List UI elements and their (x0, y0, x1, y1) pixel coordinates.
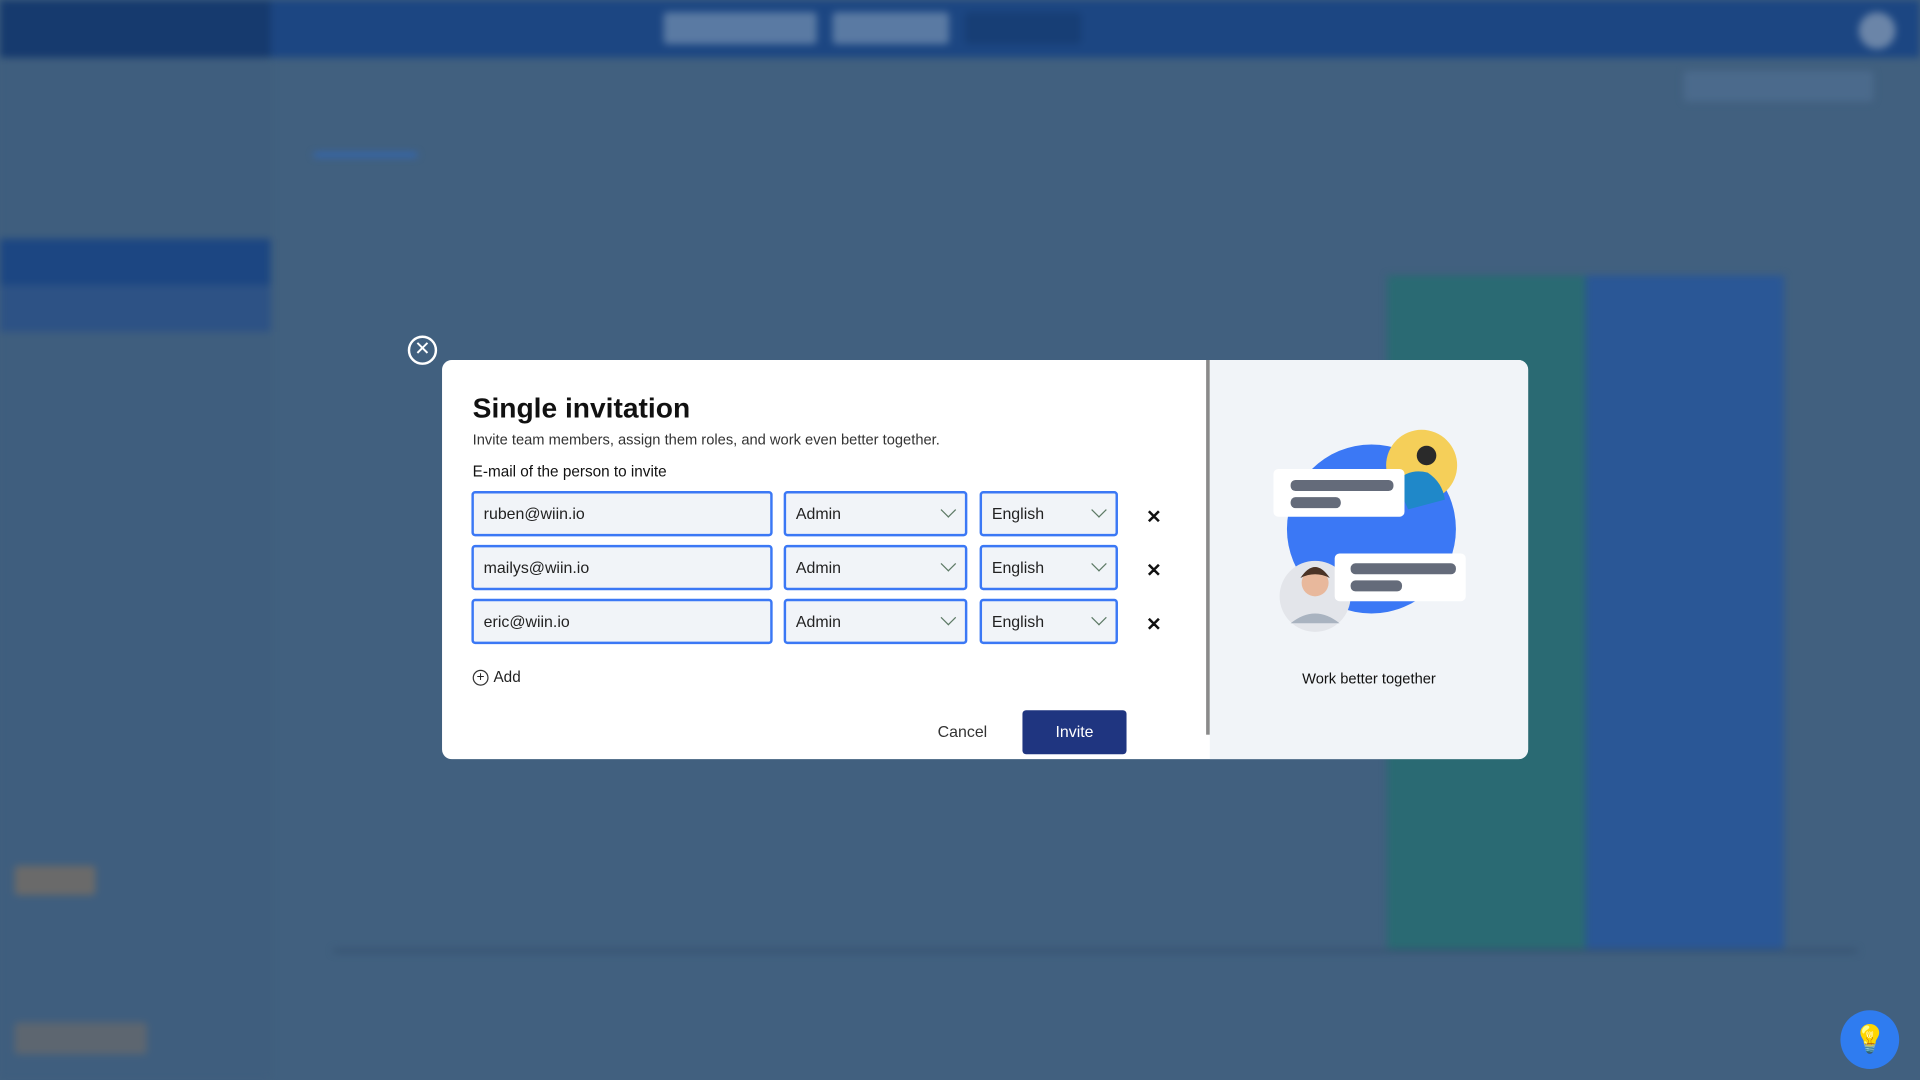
top-header (0, 0, 1920, 58)
team-illustration (1273, 429, 1466, 632)
chevron-down-icon (940, 556, 957, 572)
chat-line (1290, 480, 1394, 492)
modal-subtitle: Invite team members, assign them roles, … (472, 431, 940, 449)
plus-circle-icon: + (472, 669, 489, 686)
role-select[interactable]: Admin (783, 598, 968, 645)
header-button (663, 12, 817, 45)
language-value: English (991, 558, 1045, 577)
role-select[interactable]: Admin (783, 491, 968, 537)
chevron-down-icon (1091, 609, 1107, 626)
language-select[interactable]: English (979, 491, 1118, 537)
person-1-figure (1395, 471, 1445, 510)
chevron-down-icon (940, 609, 957, 626)
sidebar-button (14, 1022, 147, 1055)
sidebar-badge (14, 865, 96, 896)
language-value: English (991, 504, 1045, 523)
chat-bubble (1273, 468, 1405, 517)
person-2-shirt (1290, 613, 1340, 624)
chat-line (1350, 580, 1403, 592)
modal-scrollbar[interactable] (1206, 360, 1210, 735)
chat-bubble (1334, 553, 1466, 602)
help-lightbulb-button[interactable]: 💡 (1840, 1010, 1900, 1069)
email-field[interactable]: mailys@wiin.io (471, 544, 773, 591)
person-2-hair (1300, 566, 1330, 578)
modal-title: Single invitation (472, 391, 691, 424)
active-tab-underline (313, 153, 418, 157)
email-label: E-mail of the person to invite (472, 462, 667, 481)
remove-row-icon[interactable]: ✕ (1146, 560, 1162, 582)
sidebar-active-item (0, 238, 271, 286)
chevron-down-icon (940, 502, 957, 518)
email-field[interactable]: eric@wiin.io (471, 598, 773, 645)
page-action-button (1683, 71, 1874, 102)
person-1-head (1416, 445, 1437, 466)
sidebar-item (0, 285, 271, 332)
role-value: Admin (795, 504, 842, 523)
language-select[interactable]: English (979, 544, 1118, 591)
avatar-person-2 (1279, 560, 1351, 632)
person-2-face (1301, 569, 1329, 597)
table-scrollbar (333, 948, 1858, 953)
email-field[interactable]: ruben@wiin.io (471, 491, 773, 537)
chat-line (1290, 497, 1341, 509)
header-button (832, 12, 949, 45)
remove-row-icon[interactable]: ✕ (1146, 614, 1162, 636)
illustration-caption: Work better together (1302, 669, 1436, 687)
avatar (1858, 12, 1896, 49)
invitation-modal: Single invitation Invite team members, a… (442, 360, 1529, 760)
language-value: English (991, 612, 1045, 631)
add-row-button[interactable]: + Add (472, 668, 521, 686)
add-label: Add (493, 668, 521, 686)
role-column (1585, 275, 1785, 949)
header-button (964, 12, 1082, 45)
chevron-down-icon (1091, 502, 1107, 518)
lightbulb-icon: 💡 (1853, 1023, 1887, 1055)
invite-button[interactable]: Invite (1022, 710, 1127, 755)
illustration-panel: Work better together (1209, 360, 1529, 760)
close-icon: ✕ (414, 339, 431, 361)
role-value: Admin (795, 612, 842, 631)
sidebar (0, 57, 271, 1080)
language-select[interactable]: English (979, 598, 1118, 645)
cancel-button[interactable]: Cancel (937, 722, 988, 741)
close-modal-button[interactable]: ✕ (407, 335, 438, 365)
remove-row-icon[interactable]: ✕ (1146, 506, 1162, 528)
chat-line (1350, 563, 1456, 575)
role-select[interactable]: Admin (783, 544, 968, 591)
logo-area (0, 0, 271, 58)
chevron-down-icon (1091, 556, 1107, 572)
role-value: Admin (795, 558, 842, 577)
